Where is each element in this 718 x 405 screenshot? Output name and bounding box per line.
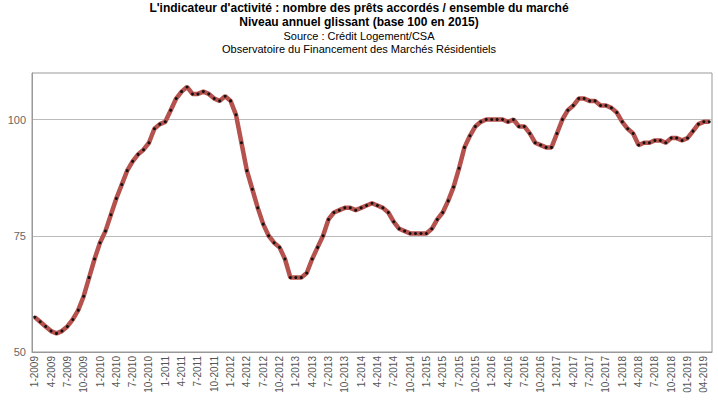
svg-text:04-2019: 04-2019 [698,356,709,393]
svg-text:4-2014: 4-2014 [372,356,383,388]
svg-text:4-2010: 4-2010 [111,356,122,388]
svg-text:7-2012: 7-2012 [258,356,269,388]
svg-text:4-2015: 4-2015 [437,356,448,388]
svg-text:7-2009: 7-2009 [62,356,73,388]
svg-text:1-2009: 1-2009 [29,356,40,388]
svg-text:4-2009: 4-2009 [46,356,57,388]
svg-text:Niveau annuel glissant (base 1: Niveau annuel glissant (base 100 en 2015… [239,15,478,29]
svg-text:1-2017: 1-2017 [551,356,562,388]
svg-text:75: 75 [14,230,26,242]
svg-text:7-2013: 7-2013 [323,356,334,388]
svg-text:10-2016: 10-2016 [535,356,546,393]
svg-text:4-2012: 4-2012 [241,356,252,388]
svg-text:1-2011: 1-2011 [160,356,171,387]
svg-text:10-2009: 10-2009 [78,356,89,393]
svg-text:Source : Crédit Logement/CSA: Source : Crédit Logement/CSA [283,30,435,42]
svg-text:Observatoire du Financement de: Observatoire du Financement des Marchés … [222,43,496,55]
svg-text:1-2013: 1-2013 [290,356,301,388]
svg-text:1-2012: 1-2012 [225,356,236,388]
svg-text:1-2010: 1-2010 [95,356,106,388]
svg-text:10-2015: 10-2015 [470,356,481,393]
svg-text:10-2018: 10-2018 [666,356,677,393]
svg-text:100: 100 [8,114,26,126]
svg-text:7-2010: 7-2010 [127,356,138,388]
svg-text:50: 50 [14,346,26,358]
svg-text:4-2016: 4-2016 [503,356,514,388]
svg-text:4-2018: 4-2018 [633,356,644,388]
svg-text:7-2015: 7-2015 [454,356,465,388]
svg-text:4-2013: 4-2013 [307,356,318,388]
svg-text:1-2014: 1-2014 [356,356,367,388]
svg-text:1-2016: 1-2016 [486,356,497,388]
svg-text:7-2017: 7-2017 [584,356,595,388]
svg-text:7-2014: 7-2014 [388,356,399,388]
svg-text:10-2012: 10-2012 [274,356,285,393]
svg-text:7-2018: 7-2018 [649,356,660,388]
svg-text:4-2011: 4-2011 [176,356,187,387]
svg-text:10-2010: 10-2010 [143,356,154,393]
svg-text:10-2017: 10-2017 [600,356,611,393]
svg-text:01-2019: 01-2019 [682,356,693,393]
svg-text:10-2014: 10-2014 [405,356,416,393]
svg-text:4-2017: 4-2017 [568,356,579,388]
svg-text:10-2013: 10-2013 [339,356,350,393]
svg-text:7-2011: 7-2011 [192,356,203,387]
svg-text:1-2018: 1-2018 [617,356,628,388]
svg-text:L'indicateur d'activité : nomb: L'indicateur d'activité : nombre des prê… [149,1,569,15]
svg-text:10-2011: 10-2011 [209,356,220,392]
svg-text:7-2016: 7-2016 [519,356,530,388]
svg-text:1-2015: 1-2015 [421,356,432,388]
